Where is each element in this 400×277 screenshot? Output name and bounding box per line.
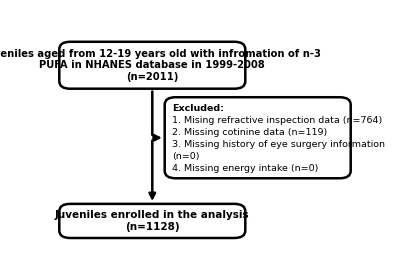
FancyBboxPatch shape	[59, 204, 245, 238]
Text: Excluded:: Excluded:	[172, 104, 224, 113]
Text: 1. Mising refractive inspection data (n=764): 1. Mising refractive inspection data (n=…	[172, 116, 383, 125]
FancyBboxPatch shape	[165, 97, 351, 178]
Text: 4. Missing energy intake (n=0): 4. Missing energy intake (n=0)	[172, 165, 319, 173]
Text: Juveniles enrolled in the analysis
(n=1128): Juveniles enrolled in the analysis (n=11…	[55, 210, 250, 232]
Text: Juveniles aged from 12-19 years old with infromation of n-3
PUFA in NHANES datab: Juveniles aged from 12-19 years old with…	[0, 49, 321, 82]
FancyBboxPatch shape	[59, 42, 245, 89]
Text: 3. Missing history of eye surgery information: 3. Missing history of eye surgery inform…	[172, 140, 386, 149]
Text: (n=0): (n=0)	[172, 152, 200, 161]
Text: 2. Missing cotinine data (n=119): 2. Missing cotinine data (n=119)	[172, 128, 328, 137]
